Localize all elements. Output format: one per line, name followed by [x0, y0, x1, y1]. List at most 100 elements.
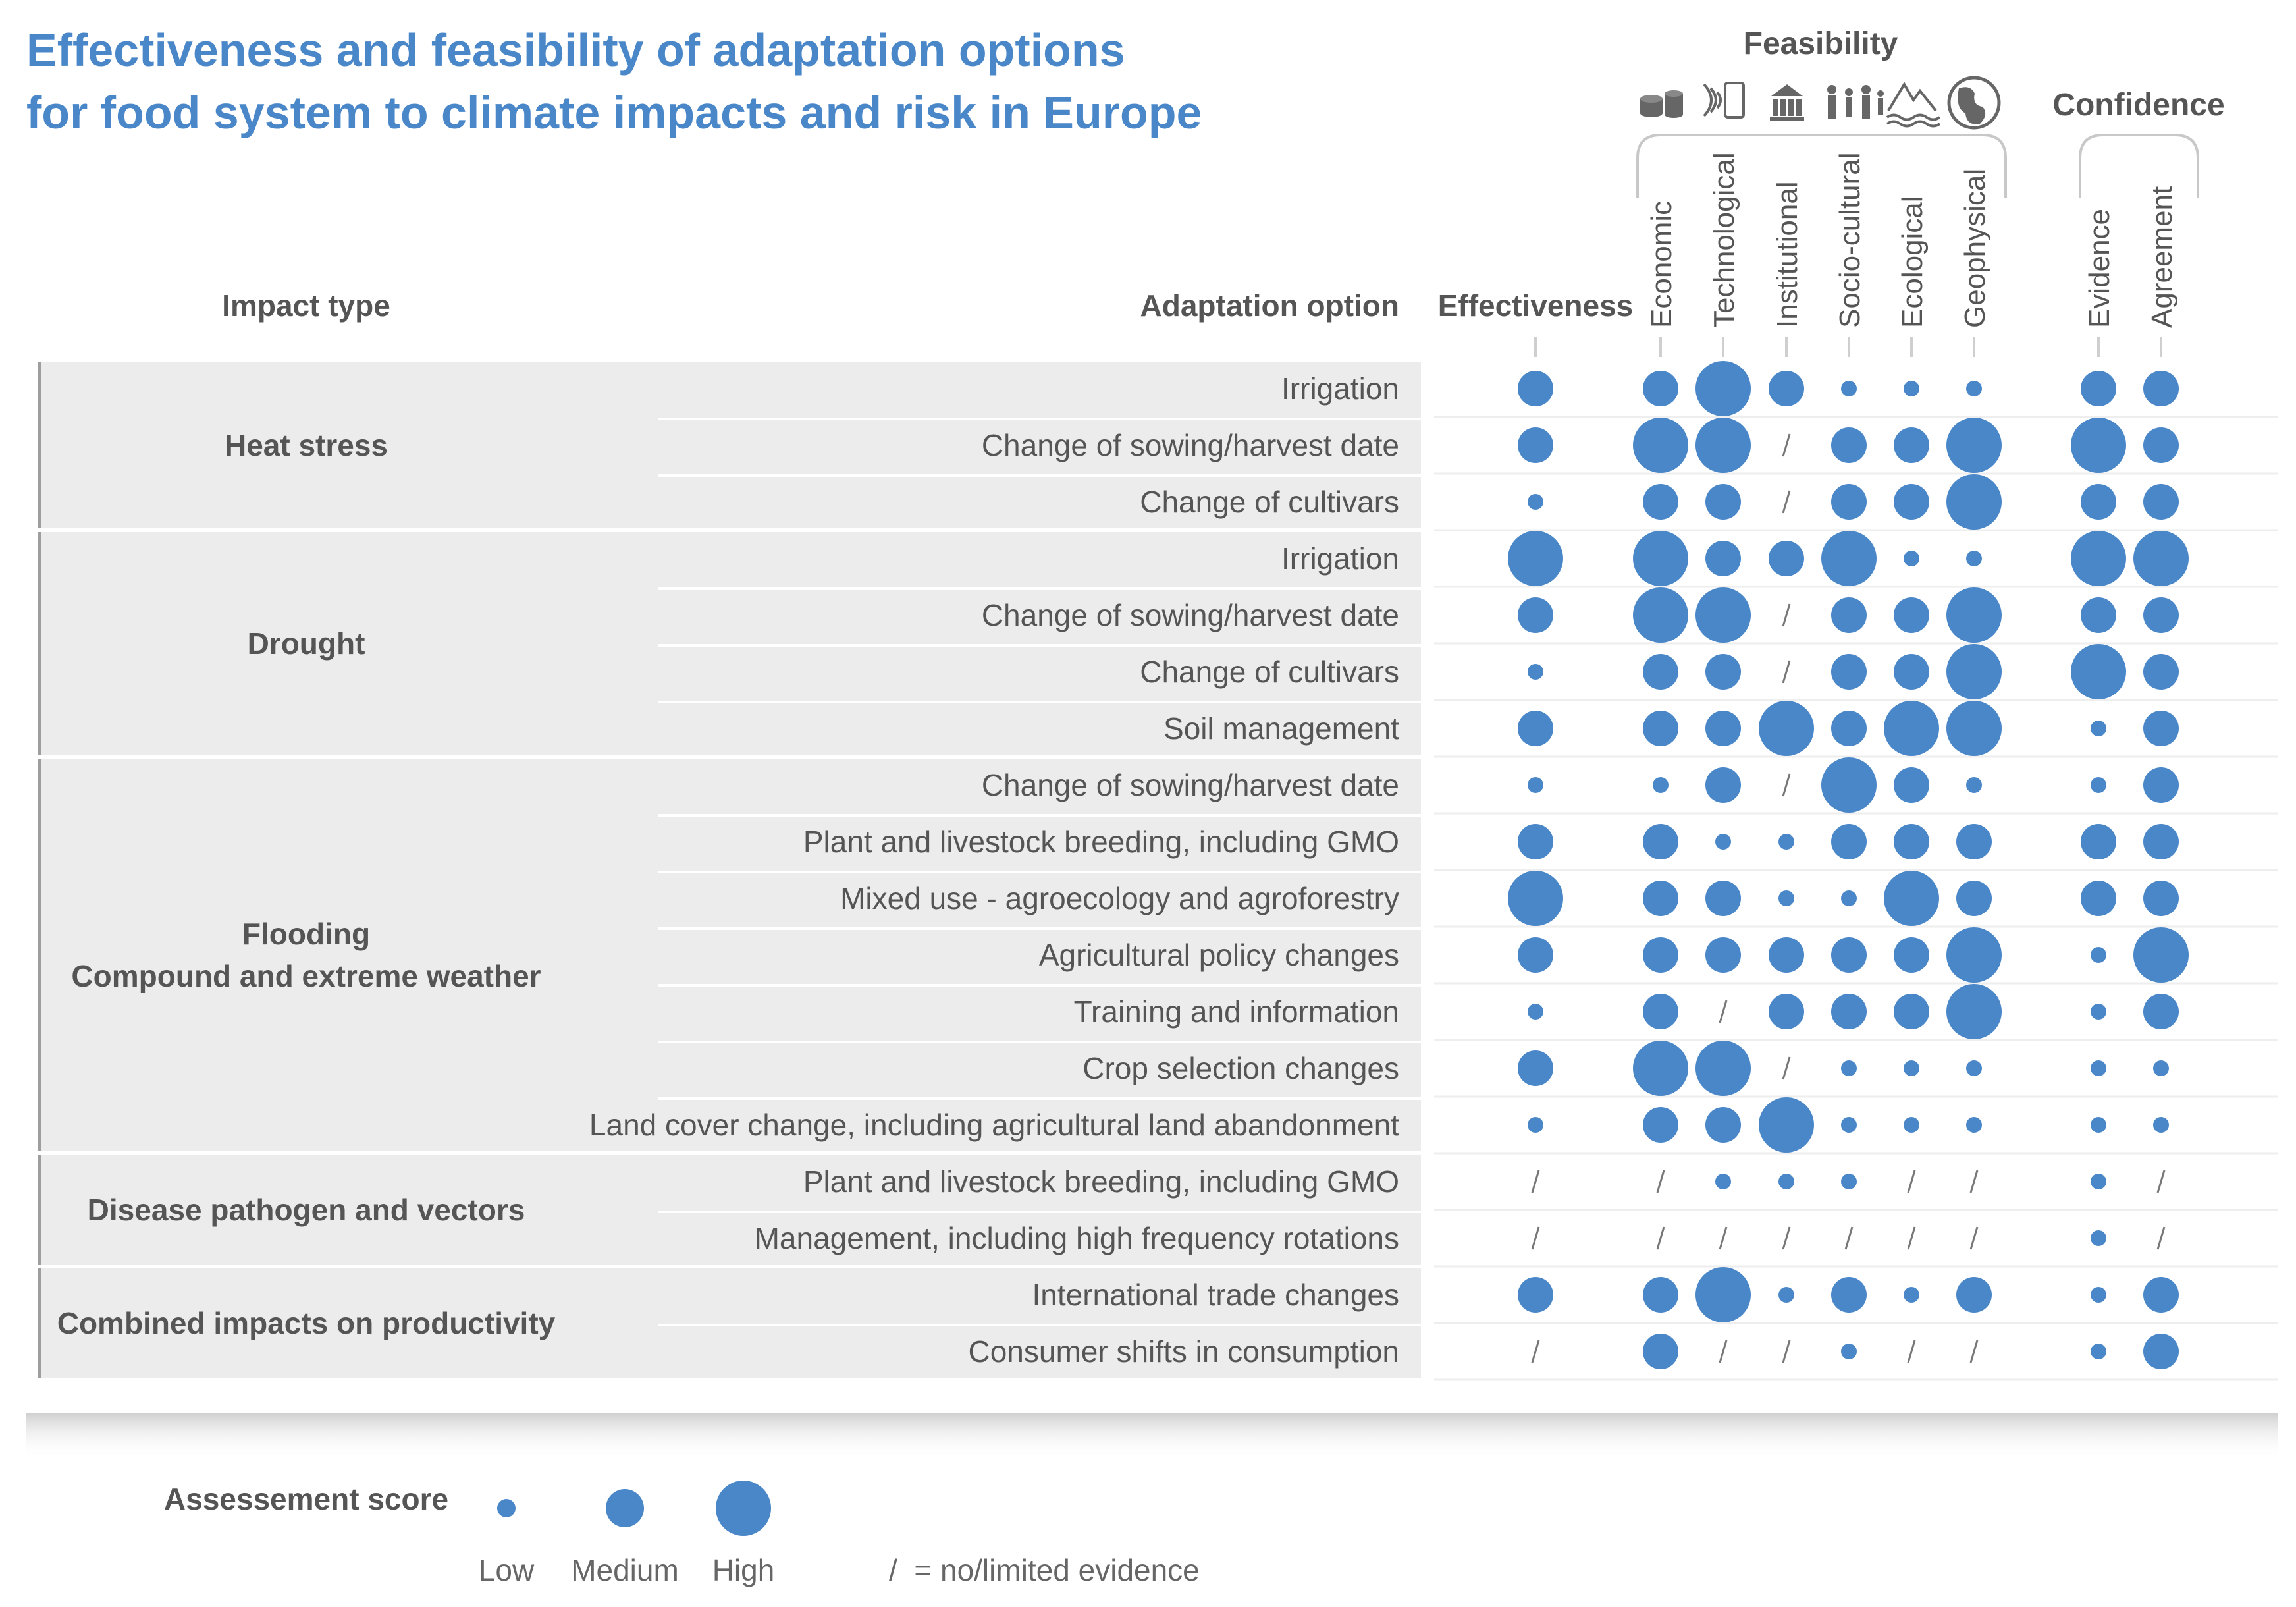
adaptation-option-label: Plant and livestock breeding, including … — [803, 1164, 1399, 1199]
score-no-evidence-mark — [1719, 1226, 1728, 1250]
score-dot-low — [1904, 1287, 1919, 1303]
score-dot-low — [2091, 1344, 2106, 1359]
score-dot-medium — [1831, 484, 1867, 520]
score-dot-high — [1759, 701, 1814, 756]
score-dot-medium — [2143, 767, 2179, 803]
table-row: Consumer shifts in consumption — [658, 1324, 2278, 1381]
score-dot-low — [2091, 1287, 2106, 1303]
score-dot-medium — [1894, 824, 1929, 859]
table-row: Change of sowing/harvest date — [658, 587, 2278, 645]
score-no-evidence-mark — [1782, 1340, 1791, 1363]
score-dot-low — [1966, 777, 1982, 793]
legend-dot-medium — [606, 1489, 644, 1527]
score-no-evidence-mark — [1782, 660, 1791, 684]
score-dot-medium — [1705, 937, 1741, 973]
score-dot-high — [1695, 361, 1751, 416]
score-dot-medium — [1769, 994, 1804, 1029]
adaptation-option-label: Change of sowing/harvest date — [982, 598, 1399, 632]
score-dot-low — [2153, 1060, 2169, 1076]
score-dot-medium — [1518, 711, 1553, 746]
score-dot-medium — [1831, 824, 1867, 859]
score-dot-high — [2071, 418, 2126, 473]
score-dot-low — [2091, 947, 2106, 963]
table-row: Plant and livestock breeding, including … — [658, 814, 2278, 871]
col-label-technological: Technological — [1708, 152, 1740, 328]
table-row: Management, including high frequency rot… — [658, 1211, 2278, 1268]
score-dot-low — [1778, 834, 1794, 850]
score-dot-high — [1695, 418, 1751, 473]
score-dot-medium — [1518, 824, 1553, 859]
score-dot-high — [2071, 531, 2126, 586]
score-dot-medium — [2081, 881, 2116, 916]
score-dot-low — [1966, 551, 1982, 566]
col-label-ecological: Ecological — [1896, 196, 1929, 328]
score-no-evidence-mark — [1656, 1226, 1665, 1250]
score-dot-medium — [1643, 1334, 1678, 1369]
people-icon — [1827, 85, 1884, 119]
score-dot-medium — [1831, 994, 1867, 1029]
score-dot-medium — [2143, 824, 2179, 859]
impact-group-band — [40, 362, 1421, 528]
legend-dot-high — [716, 1481, 771, 1536]
ecosystem-icon — [1886, 82, 1941, 128]
score-dot-medium — [1831, 597, 1867, 633]
score-dot-low — [1904, 551, 1919, 566]
coins-icon — [1640, 90, 1683, 118]
score-dot-high — [1695, 1267, 1751, 1322]
score-dot-medium — [2143, 881, 2179, 916]
col-label-agreement: Agreement — [2146, 186, 2178, 328]
score-dot-high — [2133, 927, 2189, 983]
impact-type-header: Impact type — [222, 288, 390, 323]
phone-signal-icon — [1703, 82, 1745, 119]
score-dot-high — [1695, 1041, 1751, 1096]
score-dot-high — [1508, 871, 1563, 926]
score-dot-low — [1528, 664, 1543, 680]
score-dot-medium — [1518, 371, 1553, 406]
score-dot-low — [1966, 1060, 1982, 1076]
score-dot-high — [1946, 474, 2002, 530]
adaptation-option-label: Agricultural policy changes — [1039, 938, 1399, 972]
adaptation-option-label: Land cover change, including agricultura… — [589, 1108, 1399, 1142]
adaptation-option-label: Crop selection changes — [1082, 1051, 1399, 1085]
effectiveness-header: Effectiveness — [1438, 288, 1634, 323]
score-dot-medium — [2081, 597, 2116, 633]
score-no-evidence-mark — [1656, 1170, 1665, 1193]
adaptation-option-label: Management, including high frequency rot… — [755, 1221, 1399, 1255]
score-dot-medium — [1769, 541, 1804, 576]
score-dot-medium — [1705, 541, 1741, 576]
adaptation-option-label: Consumer shifts in consumption — [968, 1334, 1399, 1369]
score-no-evidence-mark — [1531, 1340, 1540, 1363]
score-no-evidence-mark — [1719, 1340, 1728, 1363]
score-dot-medium — [1518, 937, 1553, 973]
score-dot-medium — [2143, 597, 2179, 633]
table-row: Change of cultivars — [658, 644, 2278, 701]
score-dot-medium — [1705, 654, 1741, 690]
legend-label-low: Low — [479, 1553, 535, 1587]
score-dot-medium — [1769, 371, 1804, 406]
score-dot-low — [1778, 1287, 1794, 1303]
score-dot-low — [1841, 1117, 1857, 1133]
score-dot-medium — [1831, 654, 1867, 690]
score-dot-low — [2091, 721, 2106, 736]
impact-type-label: Flooding — [242, 917, 370, 951]
chart-title-line-1: Effectiveness and feasibility of adaptat… — [26, 24, 1125, 76]
adaptation-option-label: Change of cultivars — [1140, 485, 1399, 519]
score-dot-low — [1904, 1060, 1919, 1076]
impact-type-label: Disease pathogen and vectors — [88, 1193, 525, 1227]
score-no-evidence-mark — [1719, 1000, 1728, 1023]
score-dot-medium — [2081, 484, 2116, 520]
score-no-evidence-mark — [2156, 1226, 2166, 1250]
score-no-evidence-mark — [1907, 1170, 1916, 1193]
impact-type-label: Compound and extreme weather — [71, 959, 541, 993]
score-dot-low — [1966, 1117, 1982, 1133]
legend: Assessement score Low Medium High / = no… — [164, 1481, 1200, 1587]
score-dot-low — [1528, 494, 1543, 510]
score-no-evidence-mark — [1907, 1226, 1916, 1250]
impact-type-label: Drought — [248, 626, 365, 661]
score-dot-medium — [1894, 484, 1929, 520]
score-dot-medium — [1831, 711, 1867, 746]
score-dot-medium — [2081, 371, 2116, 406]
feasibility-header: Feasibility — [1744, 26, 1898, 61]
adaptation-option-label: Change of sowing/harvest date — [982, 768, 1399, 802]
score-dot-medium — [1956, 824, 1992, 859]
